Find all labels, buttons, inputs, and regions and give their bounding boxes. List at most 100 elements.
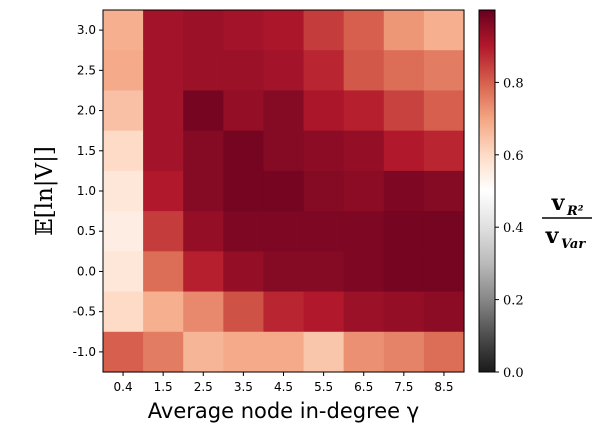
heatmap-cell <box>103 130 144 172</box>
heatmap-cell <box>263 10 305 51</box>
heatmap-cell <box>303 10 345 51</box>
heatmap-cell <box>383 90 425 132</box>
y-tick-label: -0.5 <box>73 305 96 319</box>
heatmap-cell <box>383 130 425 172</box>
heatmap-cell <box>223 331 265 373</box>
heatmap-cell <box>423 331 465 373</box>
heatmap-cell <box>183 50 224 92</box>
heatmap-cell <box>343 291 385 333</box>
heatmap-cell <box>223 211 265 252</box>
x-tick-label: 3.5 <box>234 380 253 394</box>
x-tick-label: 8.5 <box>434 380 453 394</box>
heatmap-cell <box>423 130 465 172</box>
colorbar-tick-label: 0.8 <box>503 76 524 91</box>
heatmap-cell <box>223 251 265 293</box>
heatmap-cell <box>423 50 465 92</box>
heatmap-cell <box>303 90 345 132</box>
heatmap-cell <box>423 251 465 293</box>
heatmap-cell <box>383 291 425 333</box>
y-tick-label: 0.0 <box>77 264 96 278</box>
heatmap-cell <box>223 90 265 132</box>
heatmap-cell <box>303 211 345 252</box>
heatmap-cell <box>103 90 144 132</box>
heatmap-cell <box>143 291 184 333</box>
heatmap-cell <box>383 211 425 252</box>
heatmap-cell <box>383 331 425 373</box>
y-tick-label: 0.5 <box>77 224 96 238</box>
heatmap-cell <box>103 10 144 51</box>
colorbar <box>478 9 496 373</box>
heatmap-cell <box>223 170 265 212</box>
heatmap-cell <box>423 170 465 212</box>
heatmap-cell <box>423 211 465 252</box>
heatmap-cell <box>303 291 345 333</box>
heatmap-cell <box>223 291 265 333</box>
heatmap-cell <box>103 50 144 92</box>
heatmap-cell <box>143 90 184 132</box>
heatmap-cell <box>263 291 305 333</box>
heatmap-cell <box>223 50 265 92</box>
heatmap-cell <box>303 130 345 172</box>
heatmap-cell <box>103 170 144 212</box>
heatmap-cell <box>263 170 305 212</box>
heatmap-cell <box>223 10 265 51</box>
heatmap-cell <box>223 130 265 172</box>
heatmap-cell <box>263 90 305 132</box>
x-tick-label: 1.5 <box>154 380 173 394</box>
heatmap-cell <box>263 331 305 373</box>
heatmap-cell <box>383 170 425 212</box>
x-tick-label: 5.5 <box>314 380 333 394</box>
heatmap-cell <box>183 291 224 333</box>
colorbar-tick-label: 0.0 <box>503 366 524 381</box>
heatmap-cell <box>423 291 465 333</box>
y-axis-title: 𝔼[ln|V|] <box>32 146 58 236</box>
heatmap-cell <box>183 90 224 132</box>
heatmap-cell <box>263 251 305 293</box>
heatmap-cell <box>143 211 184 252</box>
heatmap-cell <box>143 331 184 373</box>
x-tick-label: 6.5 <box>354 380 373 394</box>
y-tick-label: 1.0 <box>77 184 96 198</box>
heatmap-cell <box>103 291 144 333</box>
heatmap-cell <box>183 130 224 172</box>
heatmap-cell <box>303 331 345 373</box>
heatmap-cell <box>303 170 345 212</box>
colorbar-label-denominator-subscript: Var <box>561 237 586 252</box>
heatmap-cell <box>143 251 184 293</box>
heatmap-cell <box>263 211 305 252</box>
heatmap-cell <box>343 331 385 373</box>
heatmap-cell <box>183 211 224 252</box>
heatmap-cell <box>183 10 224 51</box>
heatmap-cell <box>103 251 144 293</box>
heatmap-cell <box>183 251 224 293</box>
heatmap-cell <box>143 10 184 51</box>
colorbar-tick-label: 0.6 <box>503 149 524 164</box>
heatmap-cell <box>423 10 465 51</box>
y-axis: 3.0 2.5 2.0 1.5 1.0 0.5 0.0 -0.5 -1.0 <box>73 23 103 359</box>
heatmap-cell <box>343 10 385 51</box>
colorbar-label-numerator: v <box>551 190 566 216</box>
colorbar-ticks: 0.0 0.2 0.4 0.6 0.8 <box>495 76 524 381</box>
x-tick-label: 0.4 <box>114 380 133 394</box>
heatmap-cell <box>383 50 425 92</box>
heatmap-cell <box>263 50 305 92</box>
y-tick-label: 2.5 <box>77 63 96 77</box>
colorbar-label-denominator: v <box>545 223 560 249</box>
heatmap-cell <box>143 50 184 92</box>
heatmap-cell <box>343 130 385 172</box>
heatmap-cell <box>343 50 385 92</box>
y-tick-label: -1.0 <box>73 345 96 359</box>
heatmap-cell <box>143 130 184 172</box>
x-axis-title: Average node in-degree γ <box>148 399 419 423</box>
heatmap-cell <box>383 251 425 293</box>
heatmap-cells <box>103 10 465 373</box>
heatmap-cell <box>343 251 385 293</box>
colorbar-tick-label: 0.2 <box>503 294 524 309</box>
heatmap-cell <box>423 90 465 132</box>
heatmap-cell <box>263 130 305 172</box>
x-axis: 0.4 1.5 2.5 3.5 4.5 5.5 6.5 7.5 8.5 <box>114 372 453 394</box>
heatmap-cell <box>343 90 385 132</box>
heatmap-cell <box>343 211 385 252</box>
heatmap-cell <box>383 10 425 51</box>
